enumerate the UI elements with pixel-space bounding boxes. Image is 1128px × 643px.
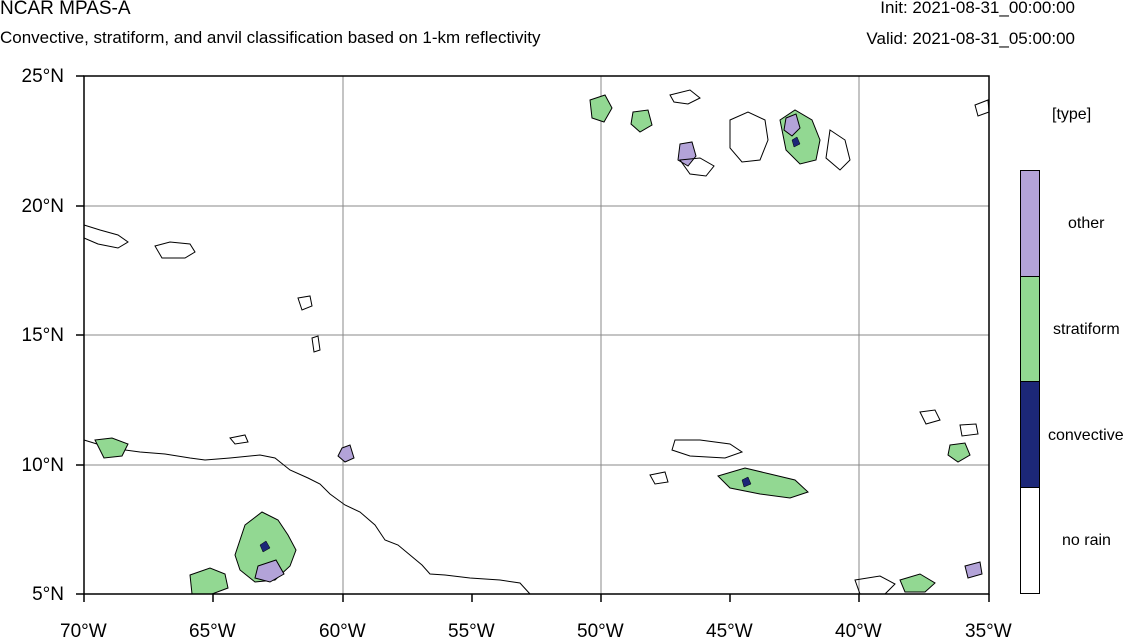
lat-label-20n: 20°N [21,196,64,217]
valid-time: Valid: 2021-08-31_05:00:00 [866,29,1075,48]
lon-label-50w: 50°W [577,621,624,642]
coastline [83,439,531,595]
legend-unit: [type] [1052,106,1092,123]
lon-label-45w: 45°W [706,621,753,642]
lon-label-40w: 40°W [835,621,882,642]
lat-label-25n: 25°N [21,66,64,87]
lon-label-70w: 70°W [60,621,107,642]
init-time: Init: 2021-08-31_00:00:00 [880,0,1075,17]
stratiform-cells [94,94,971,595]
convective-cells [259,136,801,553]
lon-label-65w: 65°W [189,621,236,642]
lat-label-10n: 10°N [21,455,64,476]
map-gridlines [84,76,989,594]
legend-label-other: other [1068,215,1105,232]
model-title: NCAR MPAS-A [0,0,131,19]
lon-label-35w: 35°W [965,621,1012,642]
legend-swatch-stratiform [1020,276,1040,382]
legend-swatch-convective [1020,381,1040,488]
legend-label-convective: convective [1048,427,1124,444]
other-cells [254,113,983,583]
legend-swatch-no-rain [1020,487,1040,594]
axis-ticks [76,75,990,602]
map-subtitle: Convective, stratiform, and anvil classi… [0,28,541,47]
lon-label-55w: 55°W [448,621,495,642]
outline-cells [83,89,990,595]
legend-swatch-other [1020,170,1040,277]
legend-label-stratiform: stratiform [1053,321,1120,338]
lat-label-5n: 5°N [32,584,64,605]
legend-label-no-rain: no rain [1062,532,1111,549]
lat-label-15n: 15°N [21,325,64,346]
lon-label-60w: 60°W [319,621,366,642]
